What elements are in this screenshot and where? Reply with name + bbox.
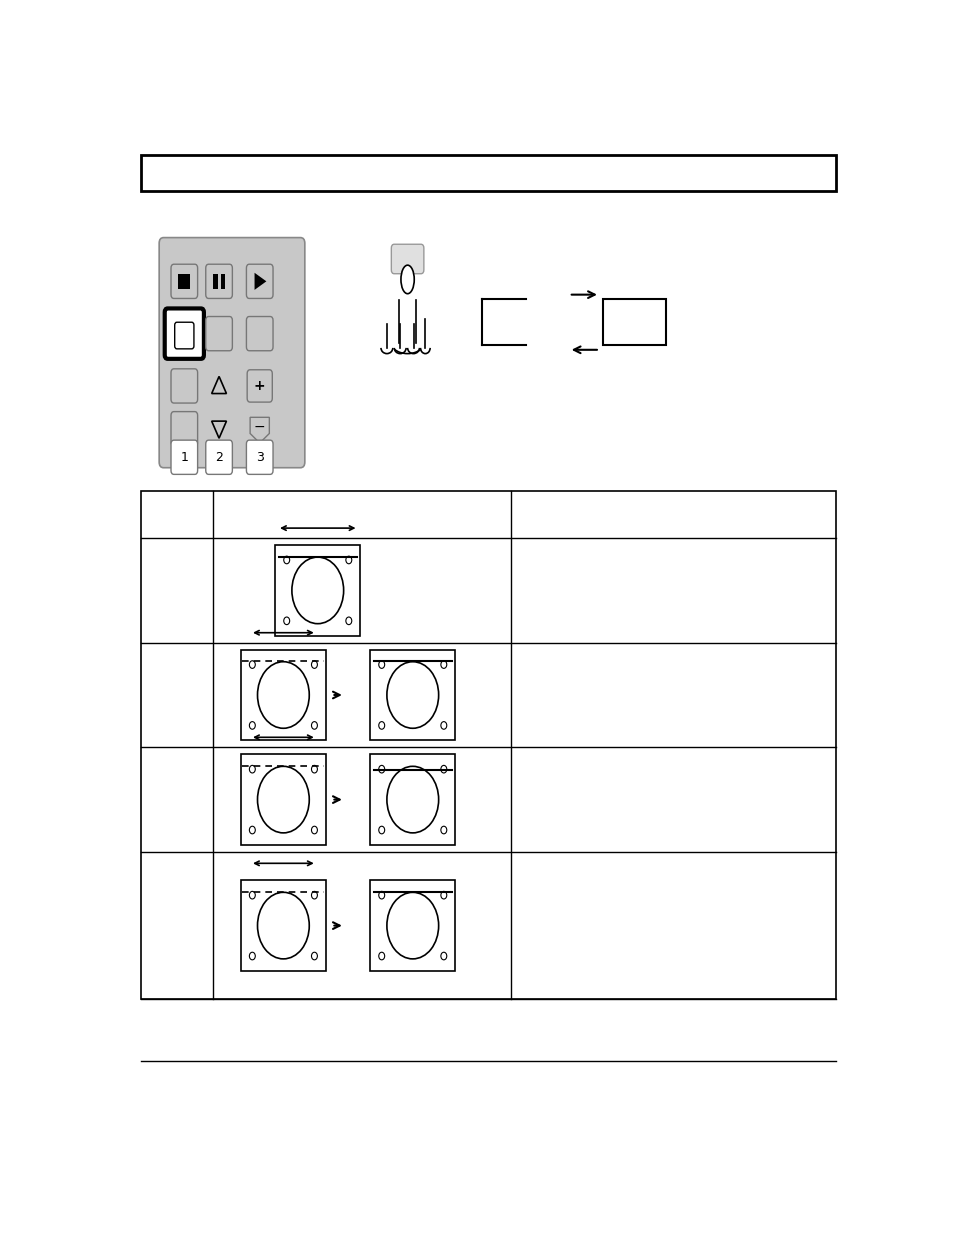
Circle shape xyxy=(257,893,309,958)
Circle shape xyxy=(378,826,384,834)
Circle shape xyxy=(387,662,438,729)
FancyBboxPatch shape xyxy=(246,264,273,299)
Circle shape xyxy=(311,826,317,834)
Text: 1: 1 xyxy=(180,451,188,464)
Text: +: + xyxy=(253,379,265,393)
FancyBboxPatch shape xyxy=(159,237,305,468)
FancyBboxPatch shape xyxy=(171,411,197,446)
FancyBboxPatch shape xyxy=(171,369,197,403)
Circle shape xyxy=(257,662,309,729)
Bar xyxy=(370,650,455,740)
Bar xyxy=(370,881,455,971)
Circle shape xyxy=(378,661,384,668)
Bar xyxy=(275,545,360,636)
Circle shape xyxy=(249,661,255,668)
Text: 3: 3 xyxy=(255,451,263,464)
FancyBboxPatch shape xyxy=(171,440,197,474)
Bar xyxy=(240,755,326,845)
Bar xyxy=(220,274,225,289)
Polygon shape xyxy=(254,273,266,290)
FancyBboxPatch shape xyxy=(246,440,273,474)
FancyBboxPatch shape xyxy=(165,309,204,359)
Circle shape xyxy=(311,766,317,773)
Bar xyxy=(240,881,326,971)
Circle shape xyxy=(440,952,446,960)
Circle shape xyxy=(378,766,384,773)
Circle shape xyxy=(249,892,255,899)
Text: 2: 2 xyxy=(214,451,223,464)
Circle shape xyxy=(311,721,317,729)
Bar xyxy=(141,154,836,191)
FancyBboxPatch shape xyxy=(391,245,423,274)
Bar xyxy=(141,490,836,999)
Bar xyxy=(370,755,455,845)
Circle shape xyxy=(440,892,446,899)
Circle shape xyxy=(440,766,446,773)
Circle shape xyxy=(249,826,255,834)
Bar xyxy=(602,299,665,345)
Circle shape xyxy=(249,952,255,960)
Circle shape xyxy=(283,618,290,625)
Polygon shape xyxy=(250,417,269,443)
Bar xyxy=(240,650,326,740)
Circle shape xyxy=(346,556,352,563)
Circle shape xyxy=(378,721,384,729)
Circle shape xyxy=(249,766,255,773)
Circle shape xyxy=(283,556,290,563)
Polygon shape xyxy=(212,377,226,394)
Circle shape xyxy=(292,557,343,624)
Circle shape xyxy=(257,766,309,832)
FancyBboxPatch shape xyxy=(206,440,233,474)
Circle shape xyxy=(311,892,317,899)
Bar xyxy=(213,274,217,289)
FancyBboxPatch shape xyxy=(206,316,233,351)
Circle shape xyxy=(378,952,384,960)
Circle shape xyxy=(387,766,438,832)
Circle shape xyxy=(387,893,438,958)
FancyBboxPatch shape xyxy=(171,264,197,299)
Text: −: − xyxy=(253,420,265,433)
Circle shape xyxy=(346,618,352,625)
Circle shape xyxy=(440,661,446,668)
Circle shape xyxy=(311,661,317,668)
FancyBboxPatch shape xyxy=(246,316,273,351)
FancyBboxPatch shape xyxy=(247,369,272,403)
FancyBboxPatch shape xyxy=(206,264,233,299)
Ellipse shape xyxy=(400,266,414,294)
Polygon shape xyxy=(212,421,226,438)
Circle shape xyxy=(249,721,255,729)
Bar xyxy=(178,274,190,289)
Circle shape xyxy=(378,892,384,899)
Circle shape xyxy=(440,826,446,834)
Circle shape xyxy=(440,721,446,729)
FancyBboxPatch shape xyxy=(174,322,193,348)
Circle shape xyxy=(311,952,317,960)
